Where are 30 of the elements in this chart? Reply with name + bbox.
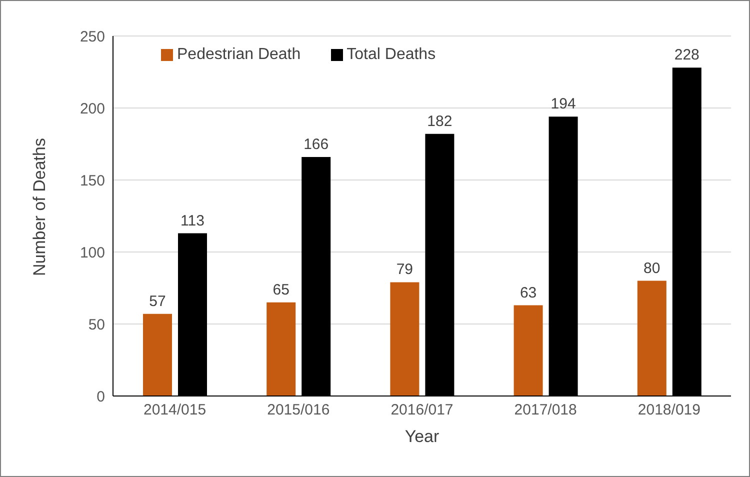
data-label: 63 (520, 284, 537, 302)
x-axis-title: Year (404, 427, 440, 446)
y-tick-label: 200 (80, 100, 105, 118)
data-label: 80 (644, 260, 660, 277)
bar (514, 305, 543, 396)
data-label: 166 (304, 136, 329, 153)
data-label: 182 (427, 112, 452, 130)
bar (266, 302, 296, 396)
y-tick-label: 0 (96, 388, 105, 406)
x-tick-label: 2014/015 (144, 402, 206, 419)
bar (637, 280, 666, 396)
x-tick-label: 2018/019 (638, 402, 700, 419)
data-label: 79 (396, 261, 414, 278)
y-tick-label: 150 (80, 172, 105, 190)
y-tick-label: 100 (80, 244, 105, 262)
x-tick-label: 2016/017 (390, 402, 454, 419)
data-label: 65 (272, 281, 290, 298)
data-label: 113 (180, 212, 204, 230)
bar (143, 314, 172, 396)
y-tick-label: 50 (88, 316, 105, 334)
y-tick-label: 250 (80, 28, 105, 46)
legend-label: Total Deaths (346, 46, 436, 63)
bar (390, 282, 420, 396)
legend-label: Pedestrian Death (177, 46, 301, 63)
x-tick-label: 2017/018 (514, 402, 577, 419)
data-label: 57 (149, 292, 166, 310)
data-label: 228 (674, 46, 700, 64)
x-tick-label: 2015/016 (267, 402, 330, 419)
data-label: 194 (550, 96, 576, 113)
y-axis-title: Number of Deaths (30, 138, 50, 276)
